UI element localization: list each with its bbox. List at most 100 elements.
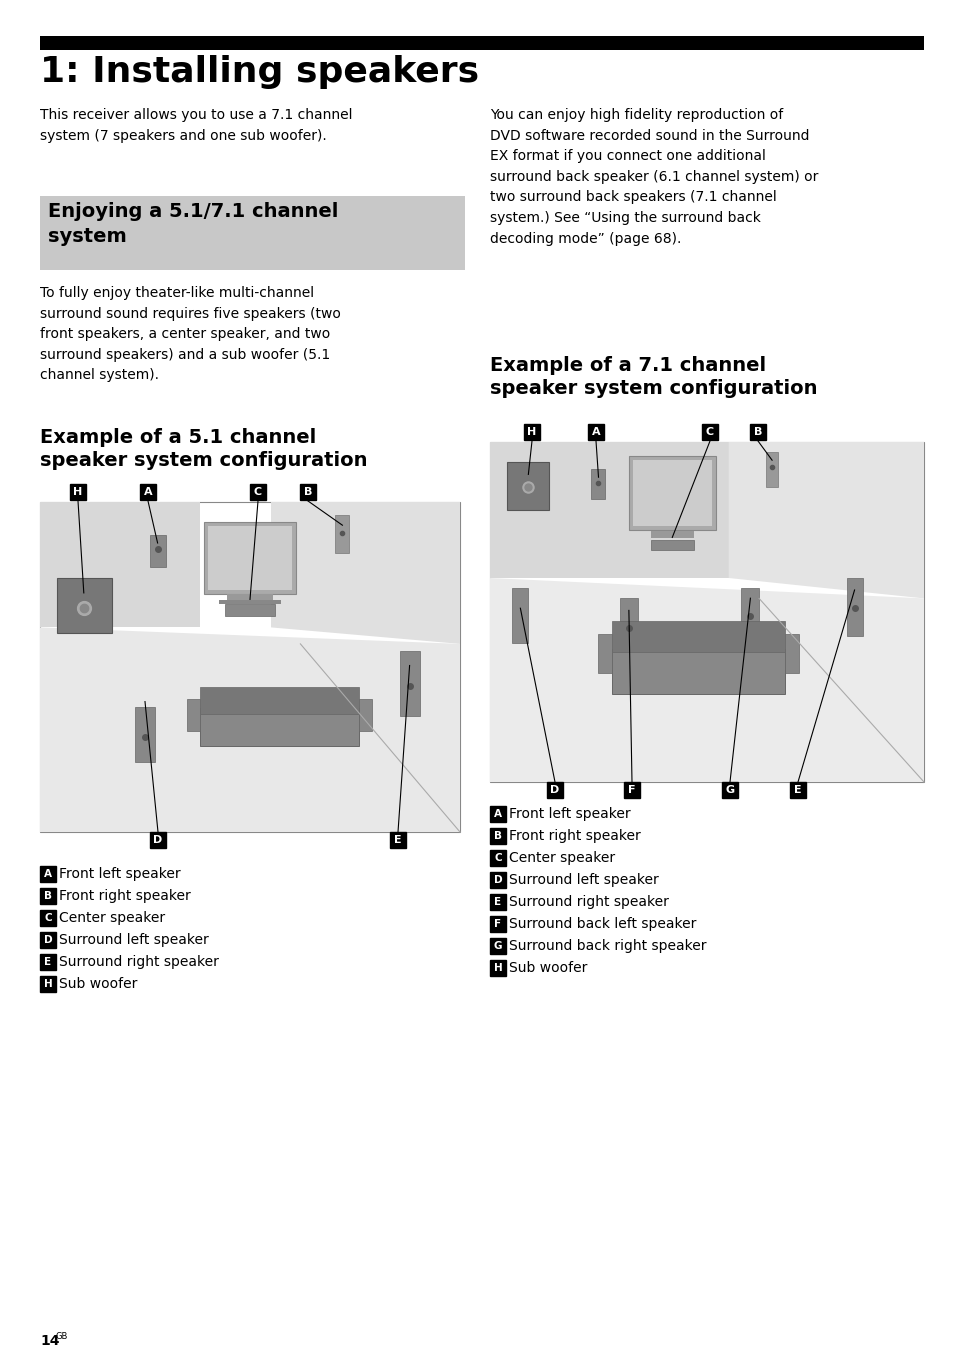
Bar [740,588,759,644]
Text: 1: Installing speakers: 1: Installing speakers [40,55,478,89]
Text: Surround right speaker: Surround right speaker [59,955,218,969]
Text: Surround back left speaker: Surround back left speaker [509,917,696,932]
Bar [40,910,56,926]
Bar [335,515,349,553]
Bar [187,699,199,731]
Bar [765,452,778,487]
Text: C: C [44,913,51,923]
Polygon shape [271,502,459,644]
Text: F: F [628,786,635,795]
Bar [490,960,505,976]
Text: A: A [494,808,501,819]
Bar [650,541,693,550]
Bar [507,462,549,511]
Bar [623,781,639,798]
Text: E: E [494,896,501,907]
Bar [359,699,372,731]
Text: H: H [527,427,536,437]
Text: C: C [494,853,501,863]
Text: B: B [753,427,761,437]
Bar [199,707,359,746]
Text: D: D [493,875,502,886]
Bar [390,831,406,848]
Text: A: A [591,427,599,437]
Bar [199,687,359,714]
Text: This receiver allows you to use a 7.1 channel
system (7 speakers and one sub woo: This receiver allows you to use a 7.1 ch… [40,108,352,142]
Text: A: A [144,487,152,498]
Text: E: E [793,786,801,795]
Bar [523,425,539,439]
Text: Surround right speaker: Surround right speaker [509,895,668,909]
Text: Front right speaker: Front right speaker [59,890,191,903]
Text: H: H [44,979,52,990]
Bar [40,196,464,270]
Text: D: D [153,836,162,845]
Polygon shape [40,502,199,627]
Text: Enjoying a 5.1/7.1 channel
system: Enjoying a 5.1/7.1 channel system [48,201,338,246]
Bar [70,484,86,500]
Bar [611,649,784,694]
Bar [619,599,638,657]
Bar [490,872,505,888]
Text: D: D [44,936,52,945]
Bar [490,850,505,867]
Bar [597,634,611,673]
Bar [57,577,112,633]
Bar [490,806,505,822]
Text: GB: GB [56,1332,69,1341]
Text: Sub woofer: Sub woofer [59,977,137,991]
Bar [591,469,605,499]
Bar [219,600,281,604]
Bar [845,579,862,635]
Bar [701,425,718,439]
Bar [40,955,56,969]
Text: F: F [494,919,501,929]
Polygon shape [490,579,923,781]
Text: B: B [494,831,501,841]
Text: E: E [45,957,51,967]
Polygon shape [490,442,728,579]
Bar [250,484,266,500]
Bar [40,502,459,831]
Text: You can enjoy high fidelity reproduction of
DVD software recorded sound in the S: You can enjoy high fidelity reproduction… [490,108,818,246]
Text: C: C [253,487,262,498]
Text: Center speaker: Center speaker [59,911,165,925]
Bar [225,604,274,617]
Bar [789,781,805,798]
Text: Example of a 5.1 channel
speaker system configuration: Example of a 5.1 channel speaker system … [40,429,367,470]
Bar [546,781,562,798]
Bar [150,831,166,848]
Text: H: H [73,487,83,498]
Bar [632,460,711,526]
Bar [204,522,295,595]
Bar [628,456,715,530]
Bar [140,484,156,500]
Bar [40,976,56,992]
Text: Sub woofer: Sub woofer [509,961,587,975]
Bar [150,535,166,566]
Text: Front right speaker: Front right speaker [509,829,640,844]
Text: B: B [44,891,52,900]
Bar [611,621,784,653]
Bar [784,634,799,673]
Text: Example of a 7.1 channel
speaker system configuration: Example of a 7.1 channel speaker system … [490,356,817,399]
Text: Front left speaker: Front left speaker [509,807,630,821]
Polygon shape [40,627,459,831]
Bar [208,526,292,591]
Bar [399,650,419,715]
Bar [721,781,738,798]
Bar [227,595,273,603]
Bar [135,707,154,761]
Bar [40,932,56,948]
Bar [490,827,505,844]
Text: Front left speaker: Front left speaker [59,867,180,882]
Bar [299,484,315,500]
Text: B: B [303,487,312,498]
Text: Surround back right speaker: Surround back right speaker [509,940,706,953]
Text: E: E [394,836,401,845]
Polygon shape [728,442,923,599]
Text: To fully enjoy theater-like multi-channel
surround sound requires five speakers : To fully enjoy theater-like multi-channe… [40,287,340,383]
Bar [512,588,528,644]
Bar [490,442,923,781]
Text: G: G [494,941,501,950]
